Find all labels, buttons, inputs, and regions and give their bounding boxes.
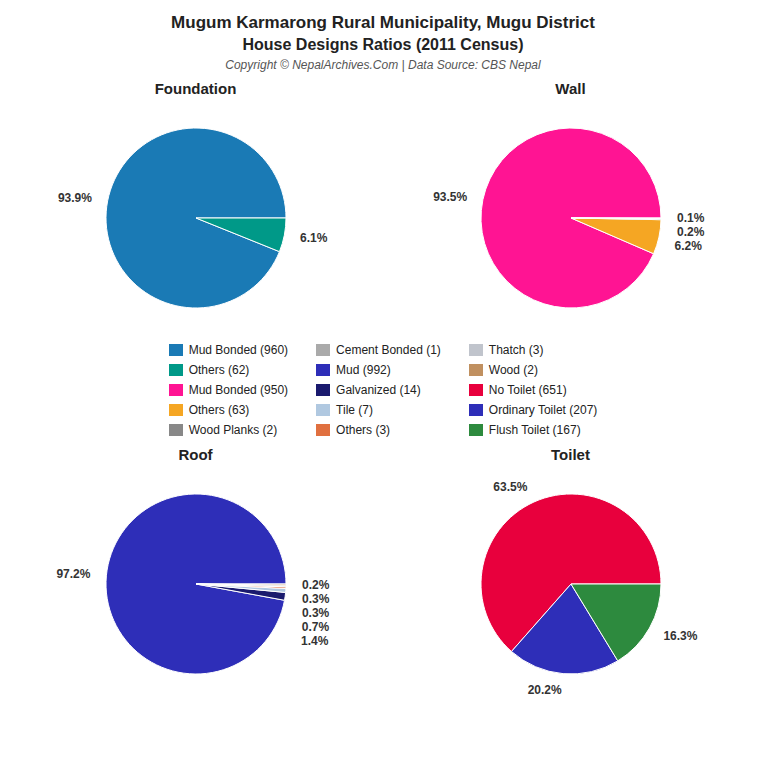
html-text:Flush Toilet (167): Flush Toilet (167) xyxy=(488,423,581,437)
html-text:Mud Bonded (950): Mud Bonded (950) xyxy=(188,383,289,397)
svg-text:0.2%: 0.2% xyxy=(676,225,704,239)
svg-text:6.2%: 6.2% xyxy=(674,239,702,253)
html-text:Toilet: Toilet xyxy=(551,446,590,463)
svg-text:20.2%: 20.2% xyxy=(527,683,561,697)
svg-text:6.1%: 6.1% xyxy=(300,231,328,245)
html-text:Ordinary Toilet (207): Ordinary Toilet (207) xyxy=(488,403,598,417)
html-text:Others (63): Others (63) xyxy=(188,403,250,417)
svg-text:0.3%: 0.3% xyxy=(301,592,329,606)
html-text:Others (3): Others (3) xyxy=(336,423,391,437)
svg-text:0.1%: 0.1% xyxy=(676,211,704,225)
svg-text:97.2%: 97.2% xyxy=(56,567,90,581)
html-text:Cement Bonded (1): Cement Bonded (1) xyxy=(336,343,441,357)
svg-text:93.5%: 93.5% xyxy=(433,190,467,204)
html-text:Thatch (3): Thatch (3) xyxy=(488,343,544,357)
svg-text:93.9%: 93.9% xyxy=(57,191,91,205)
html-text:Tile (7): Tile (7) xyxy=(336,403,373,417)
svg-text:0.3%: 0.3% xyxy=(301,606,329,620)
html-text:Wall: Wall xyxy=(555,80,586,97)
html-text:Wood (2): Wood (2) xyxy=(488,363,538,377)
html-text:Roof: Roof xyxy=(178,446,213,463)
html-text:Mud (992): Mud (992) xyxy=(336,363,391,377)
html-text:Foundation: Foundation xyxy=(154,80,237,97)
html-text:Others (62): Others (62) xyxy=(188,363,250,377)
html-text:Mugum Karmarong Rural Municipa: Mugum Karmarong Rural Municipality, Mugu… xyxy=(171,13,595,32)
html-text:Copyright © NepalArchives.Com: Copyright © NepalArchives.Com | Data Sou… xyxy=(225,58,541,72)
html-text:Wood Planks (2): Wood Planks (2) xyxy=(188,423,278,437)
html-text:Galvanized (14): Galvanized (14) xyxy=(336,383,421,397)
svg-text:0.7%: 0.7% xyxy=(301,620,329,634)
svg-text:0.2%: 0.2% xyxy=(301,578,329,592)
svg-text:63.5%: 63.5% xyxy=(493,480,527,494)
html-text:House Designs Ratios (2011 Cen: House Designs Ratios (2011 Census) xyxy=(242,36,524,53)
html-text:Mud Bonded (960): Mud Bonded (960) xyxy=(188,343,289,357)
svg-text:16.3%: 16.3% xyxy=(663,629,697,643)
svg-text:1.4%: 1.4% xyxy=(300,634,328,648)
html-text:No Toilet (651): No Toilet (651) xyxy=(488,383,567,397)
